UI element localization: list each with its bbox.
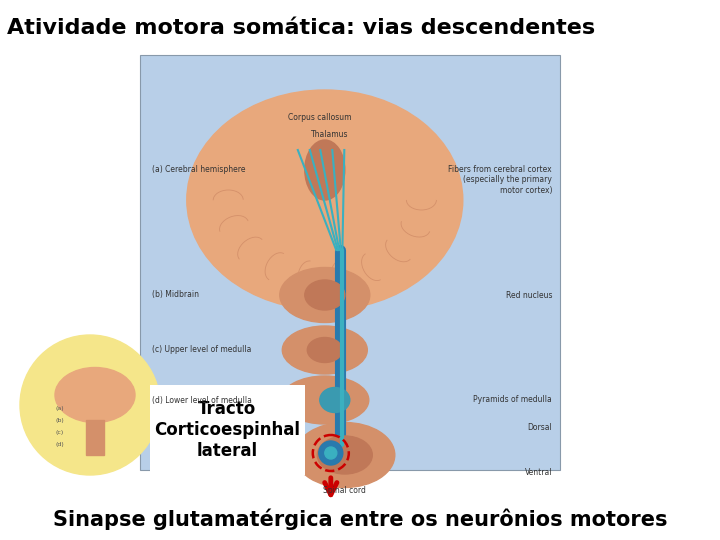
Ellipse shape: [55, 368, 135, 422]
Circle shape: [325, 447, 337, 459]
Text: (d): (d): [55, 442, 64, 447]
Ellipse shape: [186, 90, 463, 310]
Text: Tracto
Corticoespinhal
lateral: Tracto Corticoespinhal lateral: [155, 400, 300, 460]
Text: Spinal cord: Spinal cord: [323, 486, 366, 495]
Ellipse shape: [318, 436, 372, 474]
Ellipse shape: [307, 338, 342, 362]
Bar: [150, 385, 305, 475]
Circle shape: [20, 335, 160, 475]
Text: (c): (c): [55, 430, 63, 435]
Text: Corpus callosum: Corpus callosum: [288, 113, 351, 122]
Text: Sinapse glutamatérgica entre os neurônios motores: Sinapse glutamatérgica entre os neurônio…: [53, 509, 667, 530]
Text: Pyramids of medulla: Pyramids of medulla: [473, 395, 552, 404]
Text: Dorsal: Dorsal: [527, 423, 552, 432]
Ellipse shape: [280, 267, 370, 322]
Text: (b): (b): [55, 418, 64, 423]
Text: (d) Lower level of medulla: (d) Lower level of medulla: [152, 395, 252, 404]
Text: Red nucleus: Red nucleus: [505, 291, 552, 300]
Text: (a) Cerebral hemisphere: (a) Cerebral hemisphere: [152, 165, 246, 174]
Text: Fibers from cerebral cortex
(especially the primary
motor cortex): Fibers from cerebral cortex (especially …: [449, 165, 552, 195]
Ellipse shape: [294, 422, 395, 488]
Ellipse shape: [305, 280, 345, 310]
Text: Thalamus: Thalamus: [311, 130, 348, 139]
Circle shape: [319, 441, 343, 465]
Text: (a): (a): [55, 406, 63, 411]
Ellipse shape: [282, 326, 367, 374]
Bar: [86, 420, 104, 455]
Ellipse shape: [320, 388, 350, 413]
Text: (c) Upper level of medulla: (c) Upper level of medulla: [152, 346, 251, 354]
Ellipse shape: [281, 376, 369, 424]
Text: (b) Midbrain: (b) Midbrain: [152, 291, 199, 300]
Bar: [140, 55, 560, 470]
Text: Ventral: Ventral: [524, 468, 552, 477]
Ellipse shape: [305, 140, 345, 200]
Text: Atividade motora somática: vias descendentes: Atividade motora somática: vias descende…: [7, 18, 595, 38]
